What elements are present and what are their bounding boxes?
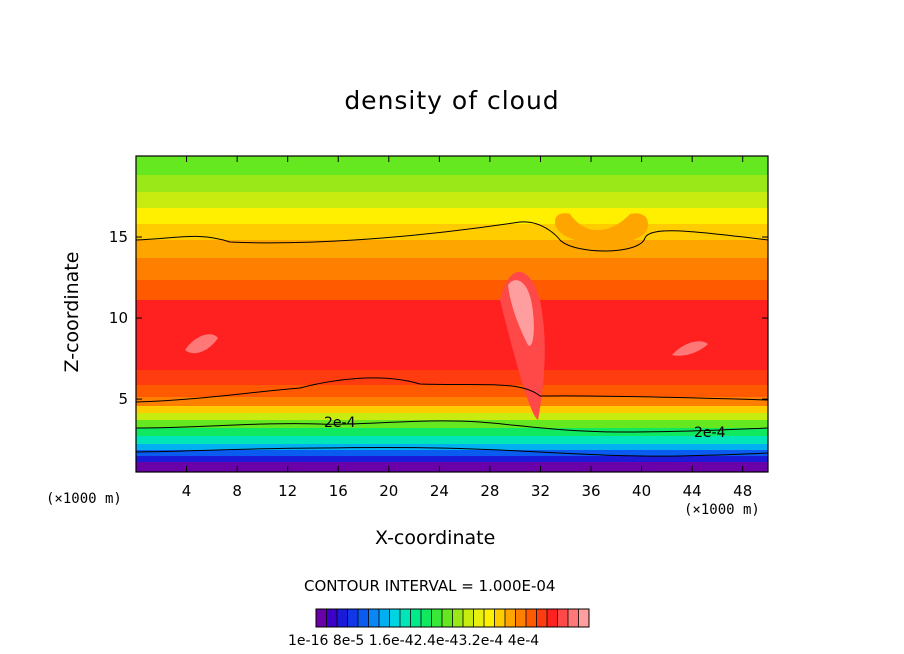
field-band [136, 385, 768, 397]
colorbar-swatch [368, 609, 380, 627]
field-spot-left [185, 334, 218, 354]
field-band [136, 224, 768, 240]
x-tick-label: 24 [430, 482, 449, 500]
x-tick-label: 48 [733, 482, 752, 500]
colorbar-swatch [400, 609, 411, 627]
field-band [136, 406, 768, 413]
field-band [136, 420, 768, 428]
field-band [136, 397, 768, 406]
field-band [136, 240, 768, 258]
colorbar-swatch [484, 609, 495, 627]
heatmap-field [136, 156, 768, 472]
colorbar-swatch [410, 609, 422, 627]
contour-line [136, 221, 768, 252]
colorbar-swatch [557, 609, 569, 627]
field-band [136, 208, 768, 224]
y-tick-label: 15 [109, 228, 128, 246]
contour-label: 2e-4 [324, 415, 356, 431]
colorbar-swatch [505, 609, 516, 627]
colorbar-swatch [515, 609, 527, 627]
x-tick-label: 16 [329, 482, 348, 500]
field-spot-right [672, 341, 708, 356]
colorbar-swatch [536, 609, 548, 627]
field-band [136, 192, 768, 208]
colorbar-swatch [452, 609, 464, 627]
colorbar-frame [315, 608, 590, 628]
x-tick-label: 12 [278, 482, 297, 500]
colorbar-swatch [568, 609, 579, 627]
x-tick-label: 28 [480, 482, 499, 500]
colorbar-swatch [473, 609, 485, 627]
field-band [136, 436, 768, 444]
colorbar-swatch [578, 609, 590, 627]
colorbar-swatch [526, 609, 537, 627]
field-band [136, 258, 768, 280]
contour-line [136, 446, 768, 457]
field-band [136, 300, 768, 370]
field-band [136, 413, 768, 420]
x-tick-label: 8 [232, 482, 242, 500]
field-band [136, 370, 768, 385]
x-axis-label: X-coordinate [375, 527, 496, 549]
contour-interval-text: CONTOUR INTERVAL = 1.000E-04 [304, 577, 556, 595]
field-plume [500, 271, 545, 420]
field-band [136, 156, 768, 175]
field-dome [555, 213, 649, 245]
x-tick-label: 32 [531, 482, 550, 500]
plot-frame [135, 155, 769, 473]
x-tick-label: 44 [683, 482, 702, 500]
colorbar-swatch [442, 609, 453, 627]
colorbar-swatch [337, 609, 348, 627]
colorbar-swatch [358, 609, 369, 627]
field-band [136, 456, 768, 462]
x-tick-label: 40 [632, 482, 651, 500]
x-unit-label-right: (×1000 m) [684, 502, 760, 518]
x-tick-label: 20 [379, 482, 398, 500]
contour-line [136, 420, 768, 433]
field-plume-core [508, 280, 534, 346]
field-band [136, 175, 768, 192]
x-tick-label: 36 [581, 482, 600, 500]
chart-title: density of cloud [344, 86, 560, 115]
colorbar-swatch [347, 609, 359, 627]
contour-label: 2e-4 [694, 425, 726, 441]
colorbar-swatch [547, 609, 558, 627]
x-unit-label-left: (×1000 m) [46, 491, 122, 507]
field-band [136, 462, 768, 472]
colorbar-swatch [463, 609, 474, 627]
colorbar-swatch [431, 609, 443, 627]
colorbar-swatch [421, 609, 432, 627]
colorbar-swatch [379, 609, 390, 627]
colorbar-swatch [494, 609, 506, 627]
colorbar-swatch [389, 609, 401, 627]
y-tick-label: 10 [109, 309, 128, 327]
colorbar-labels: 1e-16 8e-5 1.6e-42.4e-43.2e-4 4e-4 [288, 633, 540, 649]
x-tick-label: 4 [182, 482, 192, 500]
field-band [136, 428, 768, 436]
colorbar-swatch [326, 609, 338, 627]
y-tick-label: 5 [118, 390, 128, 408]
field-band [136, 280, 768, 300]
field-band [136, 450, 768, 456]
colorbar-swatch [316, 609, 327, 627]
contour-line [136, 377, 768, 403]
